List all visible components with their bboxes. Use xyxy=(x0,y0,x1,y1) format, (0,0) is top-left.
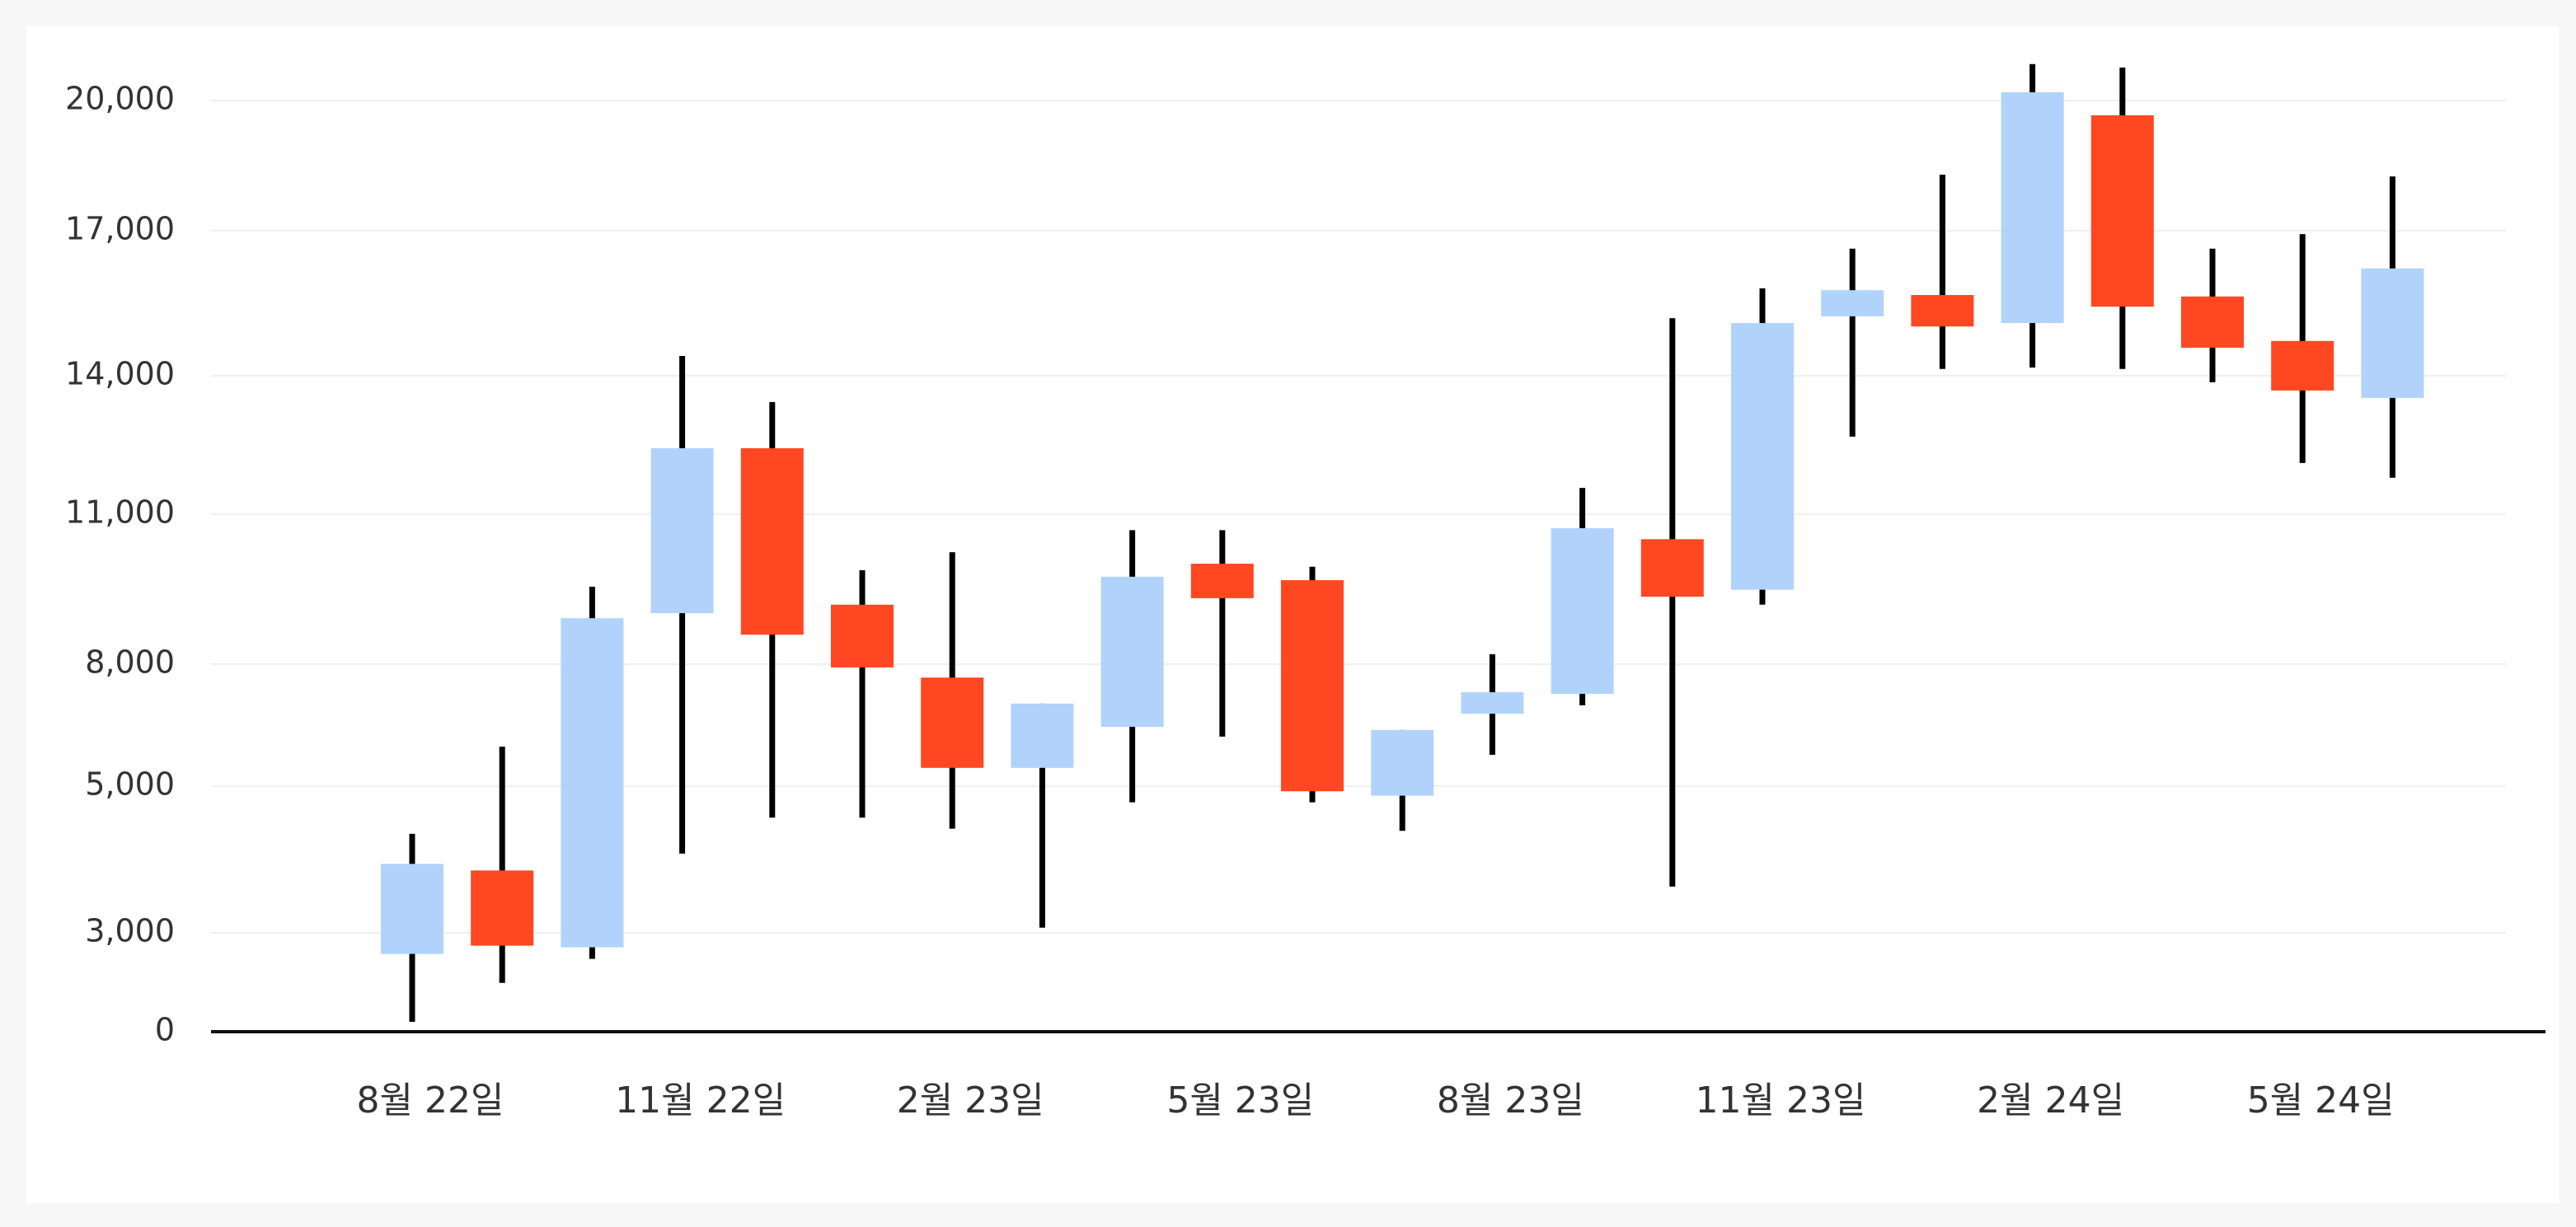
x-tick-label: 11월 23일 xyxy=(1696,1079,1866,1122)
y-tick-label: 17,000 xyxy=(65,211,175,247)
candle-body xyxy=(1011,703,1074,768)
candle-body xyxy=(1640,539,1704,597)
candle-body xyxy=(1190,564,1254,598)
x-tick-label: 5월 23일 xyxy=(1166,1079,1314,1122)
y-tick-label: 3,000 xyxy=(85,913,175,949)
x-tick-label: 8월 22일 xyxy=(357,1079,504,1122)
x-tick-label: 2월 23일 xyxy=(897,1079,1044,1122)
candle-body xyxy=(1281,580,1344,792)
y-tick-label: 20,000 xyxy=(65,81,175,117)
candle-body xyxy=(1911,295,1974,327)
candle-body xyxy=(2090,115,2154,307)
candle-body xyxy=(1461,692,1524,714)
x-tick-label: 8월 23일 xyxy=(1437,1079,1584,1122)
candle-body xyxy=(650,447,714,614)
candle-body xyxy=(2001,91,2064,324)
y-tick-label: 0 xyxy=(155,1012,175,1048)
candle-body xyxy=(381,864,443,954)
candle-body xyxy=(1551,527,1614,695)
candle-body xyxy=(2181,296,2244,348)
y-tick-label: 5,000 xyxy=(85,766,175,803)
candles xyxy=(381,63,2424,1022)
candle-body xyxy=(831,604,894,667)
candle-body xyxy=(2361,268,2424,398)
x-tick-label: 11월 22일 xyxy=(615,1079,786,1122)
candle-body xyxy=(471,870,534,946)
candle-body xyxy=(561,618,624,948)
x-tick-label: 2월 24일 xyxy=(1977,1079,2124,1122)
y-tick-label: 11,000 xyxy=(65,494,175,531)
candle-body xyxy=(1821,290,1884,316)
candle-body xyxy=(2271,340,2334,391)
x-tick-label: 5월 24일 xyxy=(2247,1079,2395,1122)
candle-body xyxy=(1100,576,1164,727)
candle-body xyxy=(740,447,804,635)
y-tick-label: 14,000 xyxy=(65,356,175,392)
candle-body xyxy=(1731,323,1794,590)
candle-body xyxy=(1371,729,1434,796)
candle-body xyxy=(921,677,984,768)
y-tick-label: 8,000 xyxy=(85,644,175,681)
